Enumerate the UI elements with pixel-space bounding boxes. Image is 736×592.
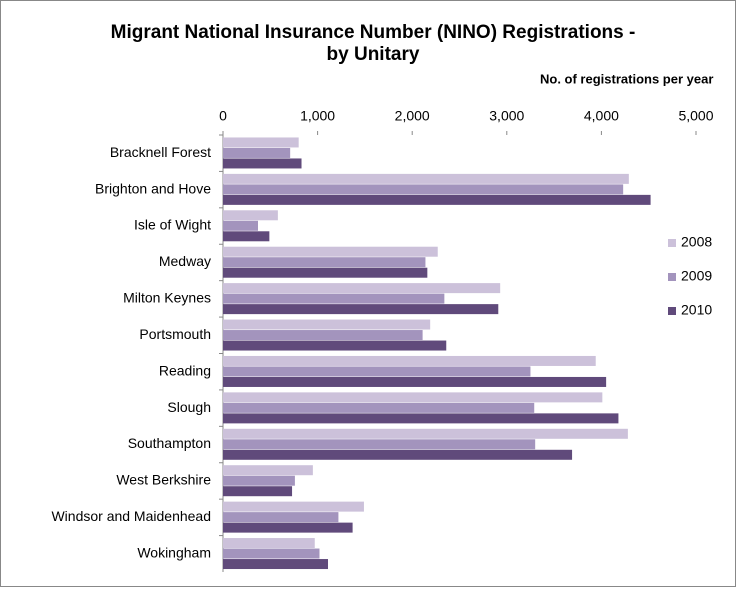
x-tick-label: 4,000 [584,108,619,124]
bar [223,413,619,424]
legend-swatch [668,273,676,281]
bar [223,319,431,330]
bar [223,355,596,366]
legend-swatch [668,307,676,315]
y-tick-label: Bracknell Forest [110,144,211,160]
bar [223,184,624,195]
bar [223,465,313,476]
legend-label: 2010 [681,302,712,318]
chart-title: Migrant National Insurance Number (NINO)… [111,22,636,43]
y-tick-label: Reading [159,362,211,378]
bar [223,173,629,184]
bar [223,267,428,278]
x-tick-label: 5,000 [678,108,713,124]
x-tick-label: 3,000 [489,108,524,124]
bar [223,475,295,486]
y-tick-label: Wokingham [137,544,211,560]
y-tick-label: Slough [167,399,211,415]
bar [223,501,364,512]
bar [223,548,320,559]
bar [223,512,339,523]
bar [223,283,501,294]
bar [223,449,573,460]
bar [223,210,278,221]
bar [223,220,259,231]
y-tick-label: Medway [159,253,211,269]
bar [223,158,302,169]
chart-subtitle: by Unitary [327,44,420,65]
x-tick-label: 1,000 [300,108,335,124]
y-tick-label: Southampton [128,435,211,451]
x-tick-label: 2,000 [395,108,430,124]
bar [223,428,628,439]
legend-label: 2009 [681,268,712,284]
bar [223,246,438,257]
bar [223,366,531,377]
bar [223,231,270,242]
x-axis-label: No. of registrations per year [540,71,713,86]
bar [223,522,353,533]
bar [223,559,329,570]
bar [223,257,426,268]
y-tick-label: West Berkshire [116,472,211,488]
bar [223,392,603,403]
bar [223,402,535,413]
y-tick-label: Isle of Wight [134,217,211,233]
y-tick-label: Portsmouth [139,326,211,342]
bar [223,147,291,158]
bar [223,486,293,497]
x-tick-label: 0 [219,108,227,124]
bar [223,293,445,304]
y-tick-label: Windsor and Maidenhead [51,508,211,524]
y-tick-label: Milton Keynes [123,290,211,306]
bar [223,137,299,148]
bar [223,376,607,387]
bar [223,340,447,351]
bar [223,538,315,549]
bar [223,439,536,450]
bar [223,194,651,205]
bar [223,304,499,315]
legend-swatch [668,239,676,247]
legend-label: 2008 [681,234,712,250]
bar [223,330,423,341]
y-tick-label: Brighton and Hove [95,180,211,196]
